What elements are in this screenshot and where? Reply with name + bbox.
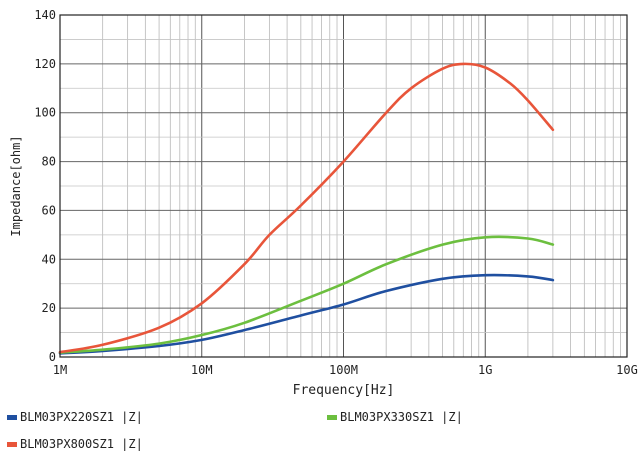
x-axis-label: Frequency[Hz]	[293, 383, 395, 398]
y-tick-label: 20	[42, 301, 56, 315]
y-tick-label: 140	[34, 8, 56, 22]
y-tick-label: 100	[34, 106, 56, 120]
x-tick-label: 1M	[53, 363, 67, 377]
x-tick-label: 10M	[191, 363, 213, 377]
tick-labels: 1M 10M 100M 1G 10G 0 20 40 60 80 100 120 140	[34, 8, 638, 377]
x-tick-label: 100M	[329, 363, 358, 377]
x-tick-label: 10G	[616, 363, 638, 377]
series-line-1	[58, 273, 555, 355]
legend-label-3: BLM03PX800SZ1 |Z|	[20, 437, 143, 451]
legend-label-1: BLM03PX220SZ1 |Z|	[20, 410, 143, 424]
y-tick-label: 120	[34, 57, 56, 71]
series-lines	[58, 62, 555, 355]
legend-label-2: BLM03PX330SZ1 |Z|	[340, 410, 463, 424]
y-tick-label: 60	[42, 203, 56, 217]
plot-frame	[59, 14, 628, 358]
legend-item-2: BLM03PX330SZ1 |Z|	[327, 410, 463, 424]
y-tick-label: 40	[42, 252, 56, 266]
legend-item-1: BLM03PX220SZ1 |Z|	[7, 410, 143, 424]
legend-swatch-1	[7, 414, 17, 420]
y-axis-label: Impedance[ohm]	[9, 135, 23, 236]
legend-item-3: BLM03PX800SZ1 |Z|	[7, 437, 143, 451]
series-line-2	[58, 235, 555, 354]
y-tick-label: 0	[49, 350, 56, 364]
legend-swatch-3	[7, 441, 17, 447]
x-tick-label: 1G	[478, 363, 492, 377]
legend-swatch-2	[327, 414, 337, 420]
series-line-3	[58, 62, 555, 354]
y-tick-label: 80	[42, 155, 56, 169]
